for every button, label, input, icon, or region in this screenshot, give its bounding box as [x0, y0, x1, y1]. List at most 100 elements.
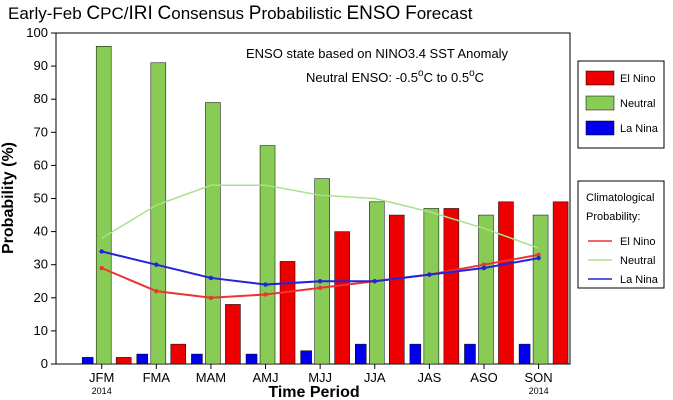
chart-title-part: F	[405, 3, 417, 24]
bar-el-nino-amj	[279, 261, 296, 365]
climatology-point-la-nina	[154, 262, 159, 267]
bar-la-nina-amj	[245, 353, 258, 365]
chart-title-part: C	[158, 3, 172, 24]
bar-la-nina-jas	[409, 343, 422, 365]
bar-la-nina-jja	[355, 343, 367, 365]
bar-la-nina-fma	[136, 353, 149, 365]
climatology-point-el-nino	[99, 265, 104, 271]
x-tick-label-jas: JAS	[417, 370, 441, 385]
annotation-line-2-start: Neutral ENSO: -0.5	[306, 70, 418, 85]
y-axis-title: Probability (%)	[0, 142, 17, 254]
bar-el-nino-son	[552, 201, 569, 365]
x-axis-title: Time Period	[268, 384, 359, 400]
bar-neutral-fma	[150, 62, 167, 365]
degree-sign-2: o	[469, 68, 475, 79]
x-tick-sublabel: 2014	[529, 386, 549, 396]
y-tick-label: 90	[34, 58, 48, 73]
climatology-line-neutral	[101, 184, 539, 249]
chart-title: Early-Feb CPC/IRI Consensus Probabilisti…	[8, 3, 473, 24]
bar-el-nino-mjj	[334, 231, 350, 365]
climatology-point-el-nino	[263, 292, 268, 297]
bar-el-nino-jja	[389, 214, 405, 365]
annotation-line-2-end: C	[475, 70, 484, 85]
chart-title-part: onsensus	[171, 4, 249, 23]
bar-la-nina-mam	[191, 353, 203, 365]
bar-el-nino-jas	[443, 208, 460, 365]
bar-la-nina-mjj	[300, 350, 312, 365]
x-tick-label-jja: JJA	[364, 370, 386, 385]
chart-title-part: robabilistic	[261, 4, 346, 23]
chart-title-part: PC/	[100, 4, 129, 23]
climatology-point-el-nino	[536, 252, 541, 257]
chart-title-part: ENSO	[346, 3, 400, 24]
bar-la-nina-jfm	[81, 357, 94, 365]
chart-title-part: IRI	[129, 3, 153, 24]
y-tick-label: 60	[34, 157, 48, 172]
x-tick-label-mam: MAM	[196, 370, 226, 385]
bar-neutral-jas	[423, 208, 440, 365]
annotation-line-2: Neutral ENSO: -0.5oC to 0.5oC	[306, 68, 484, 85]
x-tick-label-son: SON	[525, 370, 553, 385]
y-tick-label: 50	[34, 191, 48, 206]
bar-el-nino-jfm	[115, 357, 132, 365]
bar-neutral-aso	[478, 214, 494, 365]
x-tick-label-fma: FMA	[143, 370, 171, 385]
bar-el-nino-aso	[498, 201, 514, 365]
climatology-point-el-nino	[481, 262, 487, 267]
legend-label-la-nina: La Nina	[620, 123, 659, 135]
x-tick-label-jfm: JFM	[89, 370, 114, 385]
bar-la-nina-aso	[464, 343, 476, 365]
climatology-point-la-nina	[317, 279, 323, 284]
legend-clim-label-la-nina: La Nina	[620, 274, 659, 286]
legend-climatology-box	[577, 180, 665, 289]
bar-el-nino-mam	[225, 304, 241, 365]
y-tick-label: 40	[34, 224, 48, 239]
annotation-line-1: ENSO state based on NINO3.4 SST Anomaly	[246, 46, 509, 61]
x-tick-label-mjj: MJJ	[308, 370, 332, 385]
x-tick-sublabel: 2014	[92, 386, 112, 396]
legend-climatology-title-1: Climatological	[586, 192, 654, 204]
legend-climatology-title-2: Probability:	[586, 211, 640, 223]
legend-bars: El Nino Neutral La Nina	[577, 60, 665, 149]
y-tick-label: 100	[26, 25, 48, 40]
climatology-point-el-nino	[154, 288, 159, 294]
climatology-lines-group	[99, 184, 541, 300]
bar-neutral-jfm	[95, 45, 112, 365]
degree-sign-1: o	[418, 68, 424, 79]
bar-neutral-son	[532, 214, 549, 365]
climatology-point-la-nina	[427, 272, 432, 277]
y-tick-label: 20	[34, 290, 48, 305]
y-tick-label: 80	[34, 91, 48, 106]
climatology-point-la-nina	[481, 265, 487, 271]
x-tick-label-aso: ASO	[470, 370, 497, 385]
climatology-point-el-nino	[317, 285, 323, 291]
climatology-point-la-nina	[208, 275, 214, 281]
bar-neutral-jja	[369, 201, 385, 365]
legend-clim-label-el-nino: El Nino	[620, 236, 655, 248]
y-tick-label: 0	[41, 356, 48, 371]
chart-title-part: P	[249, 3, 262, 24]
legend-label-el-nino: El Nino	[620, 73, 655, 85]
climatology-point-la-nina	[263, 282, 268, 287]
y-tick-label: 30	[34, 257, 48, 272]
chart-title-part: Early-Feb	[8, 4, 86, 23]
bar-neutral-mjj	[314, 178, 330, 365]
bars-group	[81, 45, 569, 365]
legend-swatch-neutral	[585, 95, 615, 111]
legend-label-neutral: Neutral	[620, 98, 655, 110]
climatology-point-la-nina	[372, 279, 377, 284]
chart-title-part: C	[86, 3, 100, 24]
legend-clim-label-neutral: Neutral	[620, 255, 655, 267]
climatology-point-la-nina	[99, 249, 104, 254]
bar-el-nino-fma	[170, 343, 187, 365]
legend-climatology: Climatological Probability: El Nino Neutr…	[577, 180, 665, 289]
annotation-line-2-middle: C to 0.5	[424, 70, 470, 85]
bar-la-nina-son	[518, 343, 531, 365]
bar-neutral-mam	[205, 102, 221, 365]
y-tick-label: 10	[34, 323, 48, 338]
bar-neutral-amj	[259, 145, 276, 365]
y-axis: 0 10 20 30 40 50 60 70 80 90 100	[26, 25, 56, 371]
